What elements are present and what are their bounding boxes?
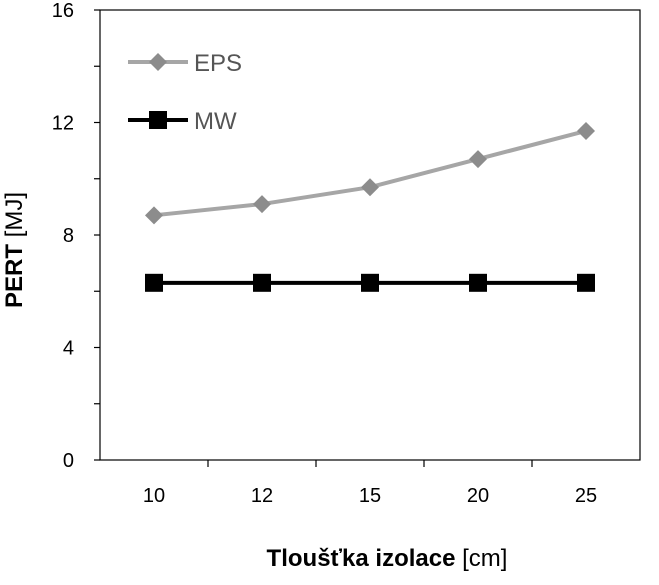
x-axis-title: Tloušťka izolace [cm]: [267, 545, 508, 572]
data-point-eps: [361, 178, 379, 197]
series-layer: [145, 121, 595, 292]
y-tick-label: 4: [63, 338, 74, 360]
legend-item-eps: EPS: [128, 50, 242, 77]
x-axis-title-main: Tloušťka izolace: [267, 545, 456, 572]
legend-label: MW: [194, 108, 237, 135]
x-tick-label: 20: [467, 485, 489, 507]
y-axis-title: PERT [MJ]: [1, 192, 28, 308]
data-point-eps: [469, 150, 487, 169]
y-tick-label: 0: [63, 450, 74, 472]
data-point-mw: [145, 273, 163, 292]
data-point-eps: [577, 121, 595, 140]
x-tick-label: 10: [143, 485, 165, 507]
x-tick-label: 25: [575, 485, 597, 507]
legend-label: EPS: [194, 50, 242, 77]
legend-marker: [149, 53, 167, 71]
data-point-mw: [253, 273, 271, 292]
series-mw: [145, 273, 595, 292]
x-tick-label: 12: [251, 485, 273, 507]
y-axis-title-unit: [MJ]: [1, 192, 28, 237]
plot-area: [99, 9, 641, 461]
series-eps: [145, 121, 595, 225]
data-point-mw: [469, 273, 487, 292]
data-point-mw: [361, 273, 379, 292]
y-tick-label: 16: [52, 0, 74, 22]
y-tick-label: 12: [52, 113, 74, 135]
legend: EPS MW: [128, 50, 242, 135]
data-point-mw: [577, 273, 595, 292]
data-point-eps: [253, 195, 271, 214]
y-axis-title-main: PERT: [1, 244, 28, 308]
axis-ticks: 0 4 8 12 16 10 12 15 20 25: [52, 0, 597, 507]
x-axis-title-unit: [cm]: [462, 545, 507, 572]
data-point-eps: [145, 206, 163, 225]
legend-marker: [149, 111, 167, 129]
y-tick-label: 8: [63, 225, 74, 247]
x-tick-label: 15: [359, 485, 381, 507]
legend-item-mw: MW: [128, 108, 237, 135]
